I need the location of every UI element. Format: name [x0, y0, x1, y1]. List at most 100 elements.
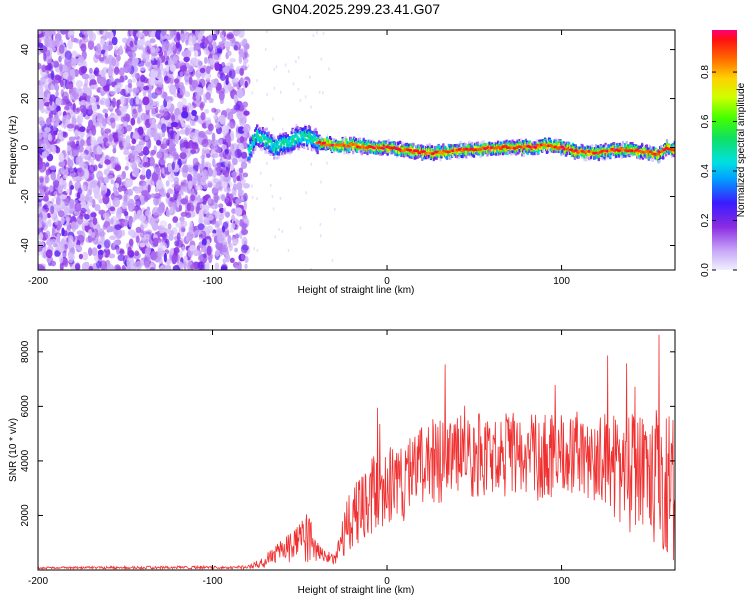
signal-cell	[266, 133, 269, 137]
noise-cell	[96, 113, 103, 120]
signal-cell	[486, 153, 489, 157]
noise-cell	[135, 226, 142, 233]
signal-cell	[484, 143, 487, 147]
noise-cell	[172, 55, 178, 64]
signal-cell	[282, 146, 286, 150]
noise-cell	[45, 57, 52, 64]
noise-cell	[100, 49, 106, 55]
signal-cell	[271, 149, 274, 153]
noise-cell	[156, 151, 163, 159]
signal-cell	[340, 148, 343, 152]
noise-cell	[127, 78, 133, 86]
signal-cell	[482, 140, 485, 144]
signal-cell	[265, 132, 268, 135]
noise-cell	[237, 126, 245, 134]
noise-cell	[188, 168, 196, 175]
signal-cell	[332, 140, 336, 144]
noise-cell	[180, 220, 188, 228]
noise-cell	[222, 221, 229, 230]
noise-cell	[125, 124, 133, 132]
noise-cell	[204, 161, 211, 168]
signal-cell	[547, 148, 551, 152]
signal-cell	[372, 139, 375, 143]
signal-cell	[278, 137, 281, 141]
noise-cell	[104, 159, 111, 165]
noise-speckle	[272, 207, 275, 211]
noise-speckle	[251, 184, 253, 188]
noise-cell	[76, 192, 81, 199]
signal-cell	[304, 137, 307, 141]
signal-cell	[371, 148, 374, 152]
signal-cell	[391, 151, 394, 155]
noise-cell	[187, 102, 192, 109]
noise-cell	[193, 172, 199, 181]
noise-cell	[219, 151, 224, 158]
spectrogram-heatmap	[38, 30, 675, 270]
signal-cell	[510, 152, 513, 156]
noise-cell	[168, 229, 175, 236]
signal-cell	[410, 152, 413, 156]
noise-cell	[154, 87, 163, 96]
signal-cell	[382, 143, 385, 147]
signal-cell	[458, 153, 461, 156]
noise-cell	[120, 185, 127, 192]
noise-cell	[89, 96, 97, 104]
signal-cell	[321, 147, 324, 151]
signal-cell	[252, 149, 255, 153]
noise-cell	[50, 205, 55, 214]
signal-cell	[542, 149, 545, 153]
signal-cell	[427, 154, 431, 158]
noise-cell	[104, 51, 108, 57]
noise-cell	[67, 140, 73, 146]
noise-cell	[175, 239, 183, 248]
signal-cell	[269, 153, 272, 156]
signal-cell	[505, 139, 508, 143]
noise-cell	[234, 233, 240, 239]
noise-cell	[178, 204, 183, 212]
noise-speckle	[253, 247, 255, 251]
signal-cell	[338, 145, 341, 149]
noise-cell	[67, 75, 73, 81]
noise-speckle	[322, 31, 325, 35]
signal-cell	[447, 153, 450, 157]
noise-cell	[108, 133, 114, 143]
noise-cell	[153, 123, 159, 130]
noise-cell	[220, 87, 225, 94]
signal-cell	[459, 140, 462, 144]
noise-cell	[169, 84, 177, 95]
noise-cell	[123, 210, 129, 217]
noise-cell	[62, 250, 67, 259]
noise-speckle	[318, 90, 321, 94]
noise-cell	[111, 36, 118, 46]
noise-cell	[139, 74, 146, 83]
noise-cell	[116, 109, 122, 116]
signal-cell	[516, 140, 519, 144]
noise-cell	[58, 55, 62, 63]
noise-cell	[160, 201, 165, 209]
noise-cell	[140, 38, 146, 47]
noise-cell	[54, 75, 62, 81]
noise-cell	[232, 171, 237, 180]
noise-cell	[68, 136, 76, 142]
noise-cell	[171, 161, 175, 171]
noise-cell	[130, 117, 136, 126]
noise-speckle	[270, 183, 272, 187]
signal-cell	[420, 144, 423, 148]
signal-cell	[387, 138, 390, 142]
noise-cell	[99, 157, 104, 166]
noise-cell	[213, 178, 220, 184]
signal-cell	[345, 138, 348, 142]
noise-cell	[85, 193, 90, 204]
signal-cell	[375, 151, 378, 155]
signal-cell	[266, 142, 269, 146]
noise-cell	[102, 118, 107, 127]
noise-cell	[220, 265, 228, 270]
noise-cell	[127, 83, 133, 88]
noise-cell	[150, 31, 156, 38]
signal-cell	[381, 149, 384, 153]
noise-cell	[96, 145, 101, 155]
noise-speckle	[304, 95, 307, 99]
signal-cell	[360, 152, 363, 156]
noise-cell	[91, 198, 96, 208]
noise-cell	[204, 41, 208, 48]
